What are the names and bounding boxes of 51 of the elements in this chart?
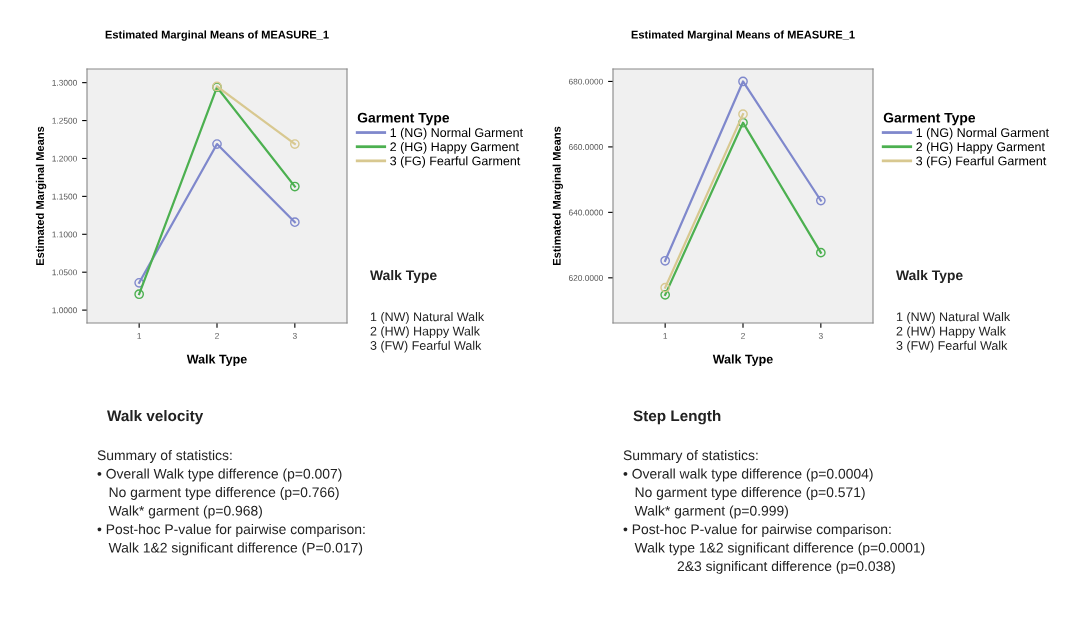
point	[212, 139, 222, 149]
point	[289, 217, 300, 228]
text: 1 (NW) Natural Walk 2 (HW) Happy Walk 3 (FW) Fearful Walk	[896, 312, 1011, 353]
text: Walk Type	[370, 270, 437, 283]
x-tick-label: 1	[663, 333, 668, 339]
point	[738, 76, 748, 87]
legend-title: Garment Type	[883, 112, 976, 126]
legend-label: 3 (FG) Fearful Garment	[916, 156, 1047, 168]
point	[289, 181, 300, 192]
x-tick-label: 3	[818, 332, 823, 339]
y-tick-label: 1.1000	[52, 231, 77, 238]
point	[660, 289, 671, 300]
y-tick-label: 620.0000	[568, 275, 603, 281]
y-tick-label: 1.2500	[52, 117, 77, 124]
chart-title: Estimated Marginal Means of MEASURE_1	[105, 30, 329, 41]
y-tick-label: 1.0000	[52, 307, 77, 314]
y-tick-label: 660.0000	[568, 144, 603, 150]
y-axis-title: Estimated Marginal Means	[35, 126, 47, 266]
x-tick-label: 2	[215, 332, 219, 339]
point	[815, 247, 826, 258]
text: Summary of statistics: • Overall Walk type difference (p=0.007) No garment type difference (p=0.766) Walk* garment (p=0.968) • Post-hoc P-value for pairwise comparison: Walk 1&2 significant difference (P=0.017)	[97, 450, 365, 556]
legend-label: 1 (NG) Normal Garment	[390, 127, 523, 140]
y-tick-label: 640.0000	[568, 209, 603, 216]
x-tick-label: 1	[137, 333, 142, 339]
point	[660, 282, 671, 293]
y-tick-label: 1.2000	[52, 155, 77, 162]
y-tick-label: 1.0500	[52, 269, 77, 276]
legend-label: 1 (NG) Normal Garment	[916, 127, 1049, 140]
text: Summary of statistics: • Overall walk type difference (p=0.0004) No garment type difference (p=0.571) Walk* garment (p=0.999) • Post-hoc P-value for pairwise comparison: Walk type 1&2 significant difference (p=0.0001) 2&3 significant difference (p=0.038)	[623, 450, 925, 574]
text: Step Length	[633, 410, 721, 425]
point	[134, 289, 145, 300]
x-tick-label: 2	[741, 332, 745, 339]
x-axis-title: Walk Type	[186, 354, 247, 367]
text: Walk velocity	[107, 410, 204, 425]
x-axis-title: Walk Type	[712, 354, 773, 367]
text: Walk Type	[896, 270, 963, 283]
legend-label: 2 (HG) Happy Garment	[916, 142, 1045, 154]
y-tick-label: 1.1500	[52, 193, 77, 200]
point	[738, 109, 748, 120]
y-tick-label: 1.3000	[52, 79, 77, 86]
legend-title: Garment Type	[357, 112, 450, 126]
y-tick-label: 680.0000	[568, 78, 603, 85]
x-tick-label: 3	[292, 332, 297, 339]
point	[289, 139, 300, 149]
y-axis-title: Estimated Marginal Means	[552, 126, 563, 266]
chart-title: Estimated Marginal Means of MEASURE_1	[631, 30, 855, 41]
point	[815, 195, 826, 206]
legend-label: 3 (FG) Fearful Garment	[390, 156, 521, 168]
point	[660, 255, 671, 266]
legend-label: 2 (HG) Happy Garment	[390, 142, 519, 154]
text: 1 (NW) Natural Walk 2 (HW) Happy Walk 3 (FW) Fearful Walk	[370, 312, 485, 353]
